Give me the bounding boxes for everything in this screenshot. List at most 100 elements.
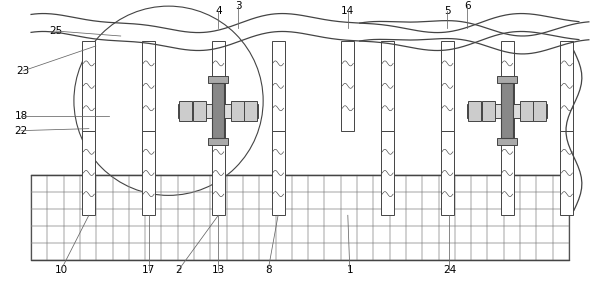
Bar <box>341 175 357 192</box>
Bar <box>129 226 145 243</box>
Bar <box>80 243 96 260</box>
Bar <box>455 243 471 260</box>
Bar <box>488 209 504 226</box>
Bar <box>501 83 513 138</box>
Bar <box>31 226 48 243</box>
Bar <box>520 175 536 192</box>
Bar <box>438 226 455 243</box>
Bar <box>96 243 113 260</box>
Bar <box>488 192 504 209</box>
Bar <box>194 209 210 226</box>
Text: 1: 1 <box>347 265 353 275</box>
Bar <box>31 243 48 260</box>
Bar <box>292 192 308 209</box>
Bar <box>210 175 227 192</box>
Bar <box>504 175 520 192</box>
Bar <box>64 192 80 209</box>
Bar <box>292 175 308 192</box>
Bar <box>324 209 341 226</box>
Bar <box>113 243 129 260</box>
Bar <box>80 209 96 226</box>
Bar <box>210 226 227 243</box>
Bar <box>520 101 533 121</box>
Bar <box>96 209 113 226</box>
Text: 3: 3 <box>235 1 241 11</box>
Bar <box>212 130 225 215</box>
Bar <box>64 243 80 260</box>
Bar <box>488 175 504 192</box>
Bar <box>145 175 161 192</box>
Bar <box>422 175 438 192</box>
Bar <box>553 226 569 243</box>
Bar <box>243 243 259 260</box>
Bar <box>227 209 243 226</box>
Bar <box>341 226 357 243</box>
Bar <box>389 226 406 243</box>
Bar <box>389 175 406 192</box>
Bar <box>467 104 547 118</box>
Bar <box>455 175 471 192</box>
Bar <box>227 243 243 260</box>
Bar <box>406 192 422 209</box>
Bar <box>227 226 243 243</box>
Bar <box>341 192 357 209</box>
Bar <box>341 243 357 260</box>
Text: 8: 8 <box>265 265 272 275</box>
Bar <box>145 226 161 243</box>
Bar <box>272 130 285 215</box>
Bar <box>243 192 259 209</box>
Bar <box>357 243 373 260</box>
Bar <box>31 175 48 192</box>
Bar <box>389 243 406 260</box>
Bar <box>178 209 194 226</box>
Bar <box>142 41 155 130</box>
Bar <box>179 101 193 121</box>
Bar <box>259 209 276 226</box>
Bar <box>308 226 324 243</box>
Bar <box>324 175 341 192</box>
Bar <box>533 101 546 121</box>
Bar <box>504 243 520 260</box>
Bar <box>504 226 520 243</box>
Bar <box>194 192 210 209</box>
Bar <box>142 130 155 215</box>
Bar <box>227 175 243 192</box>
Bar <box>194 243 210 260</box>
Bar <box>276 175 292 192</box>
Bar <box>520 226 536 243</box>
Bar <box>161 243 178 260</box>
Bar <box>381 41 394 130</box>
Text: 18: 18 <box>14 111 28 121</box>
Bar <box>210 209 227 226</box>
Bar <box>536 175 553 192</box>
Bar <box>96 226 113 243</box>
Bar <box>536 192 553 209</box>
Bar <box>520 192 536 209</box>
Bar <box>145 243 161 260</box>
Bar <box>212 41 225 130</box>
Text: 6: 6 <box>464 1 471 11</box>
Bar <box>324 192 341 209</box>
Text: 2: 2 <box>175 265 182 275</box>
Bar <box>341 41 355 130</box>
Bar <box>243 209 259 226</box>
Text: 23: 23 <box>16 66 29 76</box>
Bar <box>422 226 438 243</box>
Bar <box>129 209 145 226</box>
Bar <box>178 243 194 260</box>
Bar <box>308 175 324 192</box>
Bar <box>208 138 228 145</box>
Bar <box>471 175 488 192</box>
Bar <box>406 209 422 226</box>
Bar <box>373 209 389 226</box>
Bar <box>308 243 324 260</box>
Bar <box>129 192 145 209</box>
Bar <box>82 41 95 130</box>
Bar <box>161 192 178 209</box>
Bar <box>161 209 178 226</box>
Bar <box>193 101 206 121</box>
Bar <box>560 41 574 130</box>
Bar <box>129 175 145 192</box>
Bar <box>471 243 488 260</box>
Bar <box>441 130 454 215</box>
